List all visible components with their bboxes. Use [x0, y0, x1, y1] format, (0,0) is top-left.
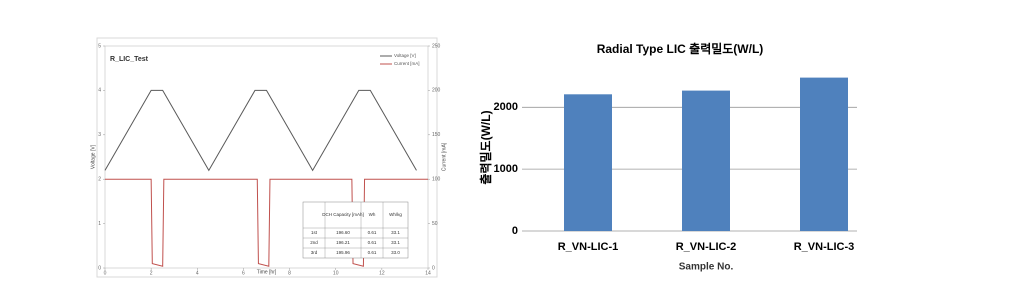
table-cell: 33.1: [391, 240, 400, 245]
y-tick-label: 1000: [494, 163, 518, 175]
y-tick-label: 1: [98, 221, 101, 227]
bar: [682, 90, 730, 231]
table-cell: 3rd: [311, 250, 318, 255]
x-tick-label: R_VN-LIC-2: [676, 241, 737, 253]
table-cell: 196.60: [336, 230, 350, 235]
x-tick-label: 4: [196, 270, 199, 276]
y2-tick-label: 200: [432, 88, 441, 94]
table-header: Wh/kg: [389, 212, 402, 217]
x-tick-label: 14: [425, 270, 431, 276]
bar: [564, 94, 612, 232]
x-tick-label: 8: [288, 270, 291, 276]
x-axis-label: Sample No.: [679, 262, 734, 273]
table-cell: 2nd: [310, 240, 318, 245]
y-tick-label: 2000: [494, 101, 518, 113]
table-cell: 195.96: [336, 250, 350, 255]
x-tick-label: R_VN-LIC-3: [794, 241, 855, 253]
x-tick-label: 2: [150, 270, 153, 276]
table-header: DCH Capacity [mAh]: [322, 212, 364, 217]
y2-tick-label: 150: [432, 132, 441, 138]
chart-title: Radial Type LIC 출력밀도(W/L): [597, 41, 764, 56]
table-cell: 196.21: [336, 240, 350, 245]
bar: [800, 77, 848, 231]
y2-axis-label: Current [mA]: [441, 142, 447, 171]
x-tick-label: 10: [333, 270, 339, 276]
table: [302, 201, 409, 259]
y2-tick-label: 100: [432, 177, 441, 183]
y-tick-label: 0: [98, 265, 101, 271]
y-tick-label: 0: [512, 225, 518, 237]
x-tick-label: 6: [242, 270, 245, 276]
y-axis-label: 출력밀도(W/L): [478, 110, 493, 184]
table-cell: 0.61: [368, 230, 377, 235]
x-tick-label: 0: [104, 270, 107, 276]
y-tick-label: 2: [98, 177, 101, 183]
x-tick-label: R_VN-LIC-1: [558, 241, 619, 253]
chart-title: R_LIC_Test: [110, 56, 149, 63]
plot-area: [104, 45, 429, 269]
data-line: [105, 178, 428, 267]
x-tick-label: 12: [379, 270, 385, 276]
table-header: Wh: [369, 212, 376, 217]
legend-label: Voltage [V]: [394, 53, 416, 58]
table-cell: 33.0: [391, 250, 400, 255]
table-cell: 0.61: [368, 240, 377, 245]
table-cell: 0.61: [368, 250, 377, 255]
y-axis-label: Voltage [V]: [90, 144, 96, 169]
y2-tick-label: 0: [432, 265, 435, 271]
y-tick-label: 5: [98, 43, 101, 49]
table-cell: 33.1: [391, 230, 400, 235]
y2-tick-label: 250: [432, 43, 441, 49]
y-tick-label: 3: [98, 132, 101, 138]
y-tick-label: 4: [98, 88, 101, 94]
y2-tick-label: 50: [432, 221, 438, 227]
data-line: [104, 89, 417, 172]
x-axis-label: Time [hr]: [257, 269, 277, 275]
legend-label: Current [mA]: [394, 61, 420, 66]
table-cell: 1st: [311, 230, 318, 235]
